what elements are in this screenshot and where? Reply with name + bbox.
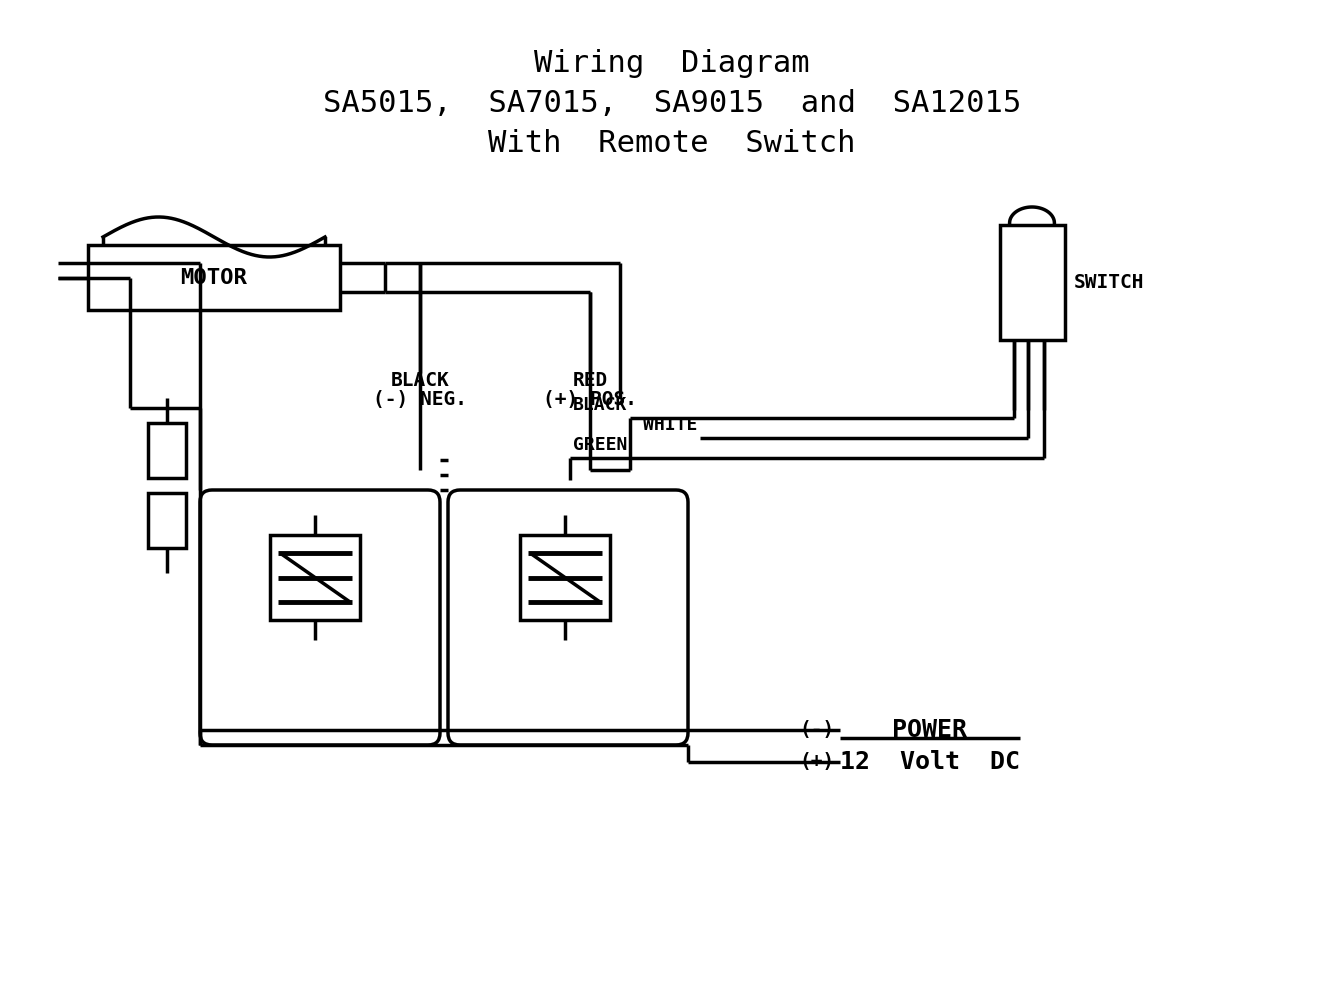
Text: (-) NEG.: (-) NEG. <box>374 389 466 408</box>
FancyBboxPatch shape <box>148 423 185 478</box>
FancyBboxPatch shape <box>270 535 360 620</box>
FancyBboxPatch shape <box>520 535 610 620</box>
Text: POWER: POWER <box>892 718 968 742</box>
Text: With  Remote  Switch: With Remote Switch <box>488 128 856 157</box>
Text: SWITCH: SWITCH <box>1074 273 1145 292</box>
FancyBboxPatch shape <box>448 490 688 745</box>
Text: (-): (-) <box>800 721 835 740</box>
Text: (+) POS.: (+) POS. <box>543 389 637 408</box>
Text: 12  Volt  DC: 12 Volt DC <box>840 750 1020 774</box>
Text: SA5015,  SA7015,  SA9015  and  SA12015: SA5015, SA7015, SA9015 and SA12015 <box>323 89 1021 118</box>
FancyBboxPatch shape <box>148 493 185 548</box>
FancyBboxPatch shape <box>200 490 439 745</box>
Text: MOTOR: MOTOR <box>180 267 247 287</box>
Text: GREEN: GREEN <box>573 436 628 454</box>
Text: Wiring  Diagram: Wiring Diagram <box>534 48 810 78</box>
FancyBboxPatch shape <box>1000 225 1064 340</box>
Text: BLACK: BLACK <box>391 372 449 390</box>
Text: (+): (+) <box>800 753 835 771</box>
FancyBboxPatch shape <box>87 245 340 310</box>
Text: BLACK: BLACK <box>573 396 628 414</box>
Text: WHITE: WHITE <box>642 416 698 434</box>
Text: RED: RED <box>573 372 607 390</box>
